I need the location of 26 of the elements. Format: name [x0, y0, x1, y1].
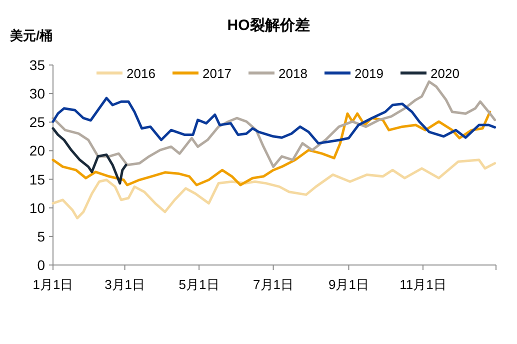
y-tick-label: 10 — [29, 200, 46, 216]
line-series — [52, 96, 496, 145]
legend-label: 2017 — [202, 66, 232, 81]
x-tick-label: 1月1日 — [32, 277, 74, 292]
y-axis-title: 美元/桶 — [9, 28, 53, 43]
y-tick-label: 15 — [29, 171, 46, 188]
line-series — [52, 110, 492, 186]
y-tick-label: 30 — [29, 86, 46, 102]
y-tick-label: 20 — [29, 142, 46, 159]
x-tick-label: 3月1日 — [104, 277, 146, 292]
line-series — [52, 80, 496, 168]
legend-label: 2020 — [430, 66, 460, 81]
y-tick-label: 25 — [29, 114, 46, 130]
chart-title: HO裂解价差 — [227, 17, 310, 34]
x-tick-label: 9月1日 — [328, 277, 369, 292]
line-series — [52, 127, 128, 185]
y-tick-label: 0 — [37, 257, 46, 273]
y-tick-label: 35 — [29, 57, 46, 73]
legend-label: 2018 — [278, 66, 308, 81]
y-tick-label: 5 — [37, 228, 46, 244]
x-tick-label: 11月1日 — [400, 277, 446, 292]
line-series — [52, 158, 496, 220]
legend-label: 2016 — [126, 66, 156, 81]
x-tick-label: 7月1日 — [253, 277, 294, 292]
x-tick-label: 5月1日 — [178, 277, 220, 292]
legend-label: 2019 — [354, 66, 384, 81]
